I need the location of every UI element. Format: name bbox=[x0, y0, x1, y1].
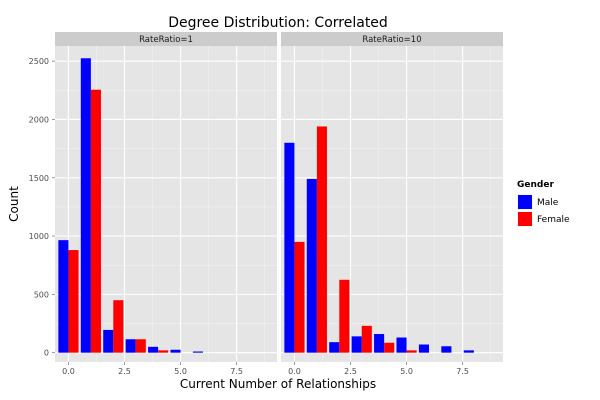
x-tick-label: 2.5 bbox=[344, 367, 357, 376]
bar-male-5 bbox=[396, 337, 407, 353]
bar-male-1 bbox=[80, 58, 91, 353]
bar-female-1 bbox=[90, 89, 101, 353]
x-axis-title: Current Number of Relationships bbox=[180, 377, 376, 391]
facet-panels: RateRatio=1 0.0 2.5 5.0 7.5 RateRatio=10 0.0 2.… bbox=[55, 32, 503, 376]
bar-female-5 bbox=[406, 350, 417, 353]
x-tick-label: 0.0 bbox=[62, 367, 75, 376]
bar-male-3 bbox=[125, 339, 136, 353]
bar-male-4 bbox=[148, 346, 159, 353]
legend-label-female: Female bbox=[537, 215, 570, 225]
bar-male-0 bbox=[58, 240, 69, 353]
bar-female-0 bbox=[294, 241, 305, 353]
x-tick-label: 2.5 bbox=[118, 367, 131, 376]
bar-female-2 bbox=[113, 300, 124, 353]
bar-female-1 bbox=[316, 126, 327, 353]
x-tick-label: 7.5 bbox=[230, 367, 243, 376]
bar-male-2 bbox=[329, 342, 340, 353]
x-tick-label: 5.0 bbox=[400, 367, 413, 376]
y-tick-label: 0 bbox=[44, 349, 49, 358]
x-tick-label: 7.5 bbox=[456, 367, 469, 376]
y-tick-label: 500 bbox=[34, 290, 49, 299]
y-axis-title: Count bbox=[7, 186, 21, 222]
y-tick-label: 1500 bbox=[29, 174, 49, 183]
panel-2: RateRatio=10 0.0 2.5 5.0 7.5 bbox=[281, 32, 503, 376]
facet-strip bbox=[281, 32, 503, 46]
y-tick-label: 1000 bbox=[29, 232, 49, 241]
bar-female-3 bbox=[361, 325, 372, 353]
bar-male-7 bbox=[441, 346, 452, 353]
bar-male-3 bbox=[351, 336, 362, 353]
legend-title: Gender bbox=[517, 180, 554, 190]
legend: Gender Male Female bbox=[516, 180, 570, 228]
legend-label-male: Male bbox=[537, 198, 559, 208]
facet-strip-label: RateRatio=1 bbox=[139, 35, 193, 45]
bar-male-6 bbox=[418, 344, 429, 353]
bar-male-0 bbox=[284, 142, 295, 353]
chart-title: Degree Distribution: Correlated bbox=[168, 15, 388, 31]
legend-key-male bbox=[518, 195, 532, 209]
x-tick-label: 0.0 bbox=[288, 367, 301, 376]
bar-male-2 bbox=[103, 329, 114, 353]
x-tick-label: 5.0 bbox=[174, 367, 187, 376]
y-tick-label: 2000 bbox=[29, 115, 49, 124]
panel-1: RateRatio=1 0.0 2.5 5.0 7.5 bbox=[55, 32, 277, 376]
bar-female-4 bbox=[158, 350, 169, 353]
bar-female-3 bbox=[135, 339, 146, 353]
bar-male-8 bbox=[463, 350, 474, 353]
bar-female-4 bbox=[384, 342, 395, 353]
bar-male-6 bbox=[192, 351, 203, 353]
bar-female-2 bbox=[339, 279, 350, 353]
bar-male-4 bbox=[374, 334, 385, 353]
bar-male-5 bbox=[170, 349, 181, 353]
legend-key-female bbox=[518, 212, 532, 226]
y-tick-label: 2500 bbox=[29, 57, 49, 66]
y-axis-ticks: 0 500 1000 1500 2000 2500 bbox=[29, 57, 55, 358]
bar-female-0 bbox=[68, 250, 79, 353]
facet-strip bbox=[55, 32, 277, 46]
facet-strip-label: RateRatio=10 bbox=[362, 35, 421, 45]
bar-male-1 bbox=[306, 178, 317, 353]
